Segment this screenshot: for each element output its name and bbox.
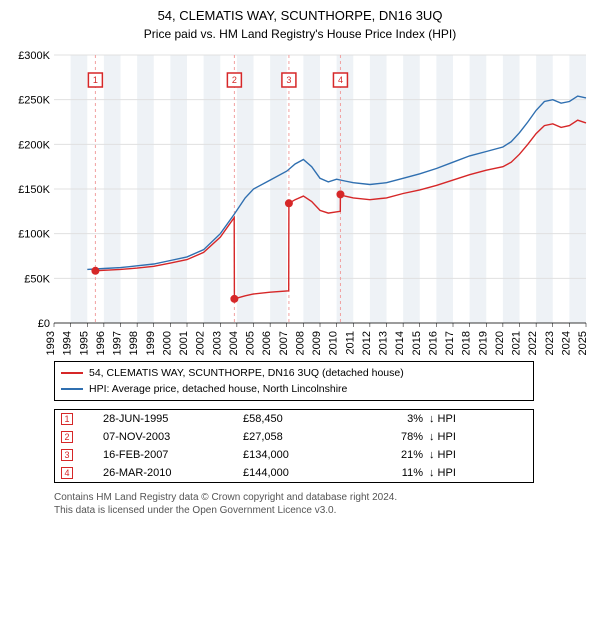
- sale-price: £58,450: [243, 413, 363, 425]
- sale-marker: 4: [61, 467, 73, 479]
- sale-direction: ↓ HPI: [429, 431, 456, 443]
- legend-row-hpi: HPI: Average price, detached house, Nort…: [61, 381, 527, 397]
- price-chart: £0 £50K £100K £150K £200K £250K £300K 1993 1994 1…: [8, 47, 592, 357]
- legend-label-hpi: HPI: Average price, detached house, Nort…: [89, 381, 347, 397]
- svg-text:£100K: £100K: [18, 229, 50, 241]
- svg-text:2002: 2002: [195, 331, 207, 355]
- svg-text:2024: 2024: [560, 331, 572, 355]
- svg-text:2023: 2023: [544, 331, 556, 355]
- svg-text:1997: 1997: [112, 331, 124, 355]
- footer-line2: This data is licensed under the Open Gov…: [54, 504, 592, 517]
- sale-marker: 3: [61, 449, 73, 461]
- svg-text:2009: 2009: [311, 331, 323, 355]
- svg-text:2008: 2008: [294, 331, 306, 355]
- svg-text:1995: 1995: [78, 331, 90, 355]
- legend-swatch-property: [61, 372, 83, 374]
- svg-text:1: 1: [93, 75, 98, 85]
- svg-text:2021: 2021: [511, 331, 523, 355]
- plot-area: £0 £50K £100K £150K £200K £250K £300K 1993 1994 1…: [8, 47, 592, 357]
- sale-marker: 1: [61, 413, 73, 425]
- sales-row: 3 16-FEB-2007£134,00021% ↓ HPI: [55, 446, 533, 464]
- svg-text:2007: 2007: [278, 331, 290, 355]
- sale-pct: 78%: [363, 431, 423, 443]
- svg-text:2011: 2011: [344, 331, 356, 355]
- sales-table: 1 28-JUN-1995£58,4503% ↓ HPI 2 07-NOV-2003£2…: [54, 409, 534, 483]
- sales-row: 1 28-JUN-1995£58,4503% ↓ HPI: [55, 410, 533, 428]
- svg-text:2003: 2003: [211, 331, 223, 355]
- legend-swatch-hpi: [61, 388, 83, 390]
- legend: 54, CLEMATIS WAY, SCUNTHORPE, DN16 3UQ (…: [54, 361, 534, 401]
- sale-date: 16-FEB-2007: [103, 449, 243, 461]
- svg-text:£250K: £250K: [18, 95, 50, 107]
- sales-row: 2 07-NOV-2003£27,05878% ↓ HPI: [55, 428, 533, 446]
- sale-price: £134,000: [243, 449, 363, 461]
- svg-text:2014: 2014: [394, 331, 406, 355]
- svg-text:1996: 1996: [95, 331, 107, 355]
- chart-container: 54, CLEMATIS WAY, SCUNTHORPE, DN16 3UQ P…: [0, 0, 600, 521]
- svg-text:2020: 2020: [494, 331, 506, 355]
- sale-marker: 2: [61, 431, 73, 443]
- svg-text:4: 4: [338, 75, 343, 85]
- chart-subtitle: Price paid vs. HM Land Registry's House …: [8, 27, 592, 41]
- sale-pct: 3%: [363, 413, 423, 425]
- svg-text:2018: 2018: [461, 331, 473, 355]
- svg-text:£0: £0: [38, 318, 50, 330]
- svg-text:2004: 2004: [228, 331, 240, 355]
- svg-text:2015: 2015: [411, 331, 423, 355]
- sales-row: 4 26-MAR-2010£144,00011% ↓ HPI: [55, 464, 533, 482]
- svg-text:2019: 2019: [477, 331, 489, 355]
- footer-line1: Contains HM Land Registry data © Crown c…: [54, 491, 592, 504]
- sale-direction: ↓ HPI: [429, 449, 456, 461]
- legend-label-property: 54, CLEMATIS WAY, SCUNTHORPE, DN16 3UQ (…: [89, 365, 404, 381]
- svg-text:2012: 2012: [361, 331, 373, 355]
- sale-price: £27,058: [243, 431, 363, 443]
- svg-text:2000: 2000: [161, 331, 173, 355]
- sale-date: 28-JUN-1995: [103, 413, 243, 425]
- sale-date: 07-NOV-2003: [103, 431, 243, 443]
- svg-text:2016: 2016: [427, 331, 439, 355]
- svg-text:1999: 1999: [145, 331, 157, 355]
- svg-text:2025: 2025: [577, 331, 589, 355]
- sale-direction: ↓ HPI: [429, 413, 456, 425]
- svg-text:2: 2: [232, 75, 237, 85]
- sale-pct: 11%: [363, 467, 423, 479]
- svg-text:2001: 2001: [178, 331, 190, 355]
- svg-text:1998: 1998: [128, 331, 140, 355]
- sale-price: £144,000: [243, 467, 363, 479]
- sale-pct: 21%: [363, 449, 423, 461]
- svg-text:1993: 1993: [45, 331, 57, 355]
- svg-text:2006: 2006: [261, 331, 273, 355]
- legend-row-property: 54, CLEMATIS WAY, SCUNTHORPE, DN16 3UQ (…: [61, 365, 527, 381]
- svg-text:2022: 2022: [527, 331, 539, 355]
- svg-text:2005: 2005: [245, 331, 257, 355]
- sale-date: 26-MAR-2010: [103, 467, 243, 479]
- svg-text:2013: 2013: [378, 331, 390, 355]
- svg-text:£300K: £300K: [18, 50, 50, 62]
- sale-direction: ↓ HPI: [429, 467, 456, 479]
- svg-text:£50K: £50K: [24, 273, 50, 285]
- svg-text:£200K: £200K: [18, 139, 50, 151]
- chart-title-address: 54, CLEMATIS WAY, SCUNTHORPE, DN16 3UQ: [8, 8, 592, 23]
- svg-text:2017: 2017: [444, 331, 456, 355]
- svg-text:3: 3: [286, 75, 291, 85]
- svg-text:1994: 1994: [62, 331, 74, 355]
- svg-text:2010: 2010: [328, 331, 340, 355]
- footer: Contains HM Land Registry data © Crown c…: [54, 491, 592, 517]
- svg-text:£150K: £150K: [18, 184, 50, 196]
